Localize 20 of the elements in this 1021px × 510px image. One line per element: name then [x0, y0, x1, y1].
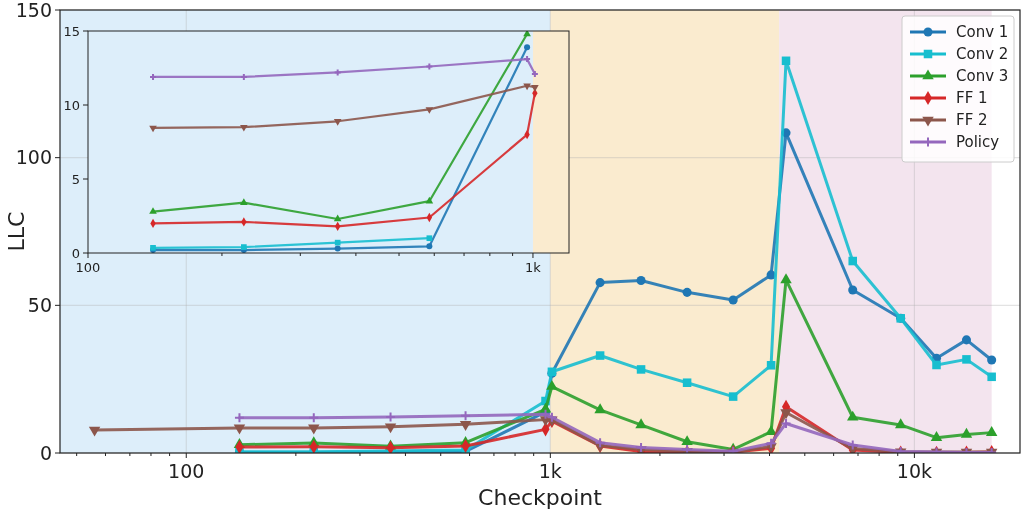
x-tick-label: 10k — [896, 460, 932, 482]
legend-label: Conv 1 — [956, 23, 1009, 42]
legend-label: Conv 3 — [956, 67, 1009, 86]
y-tick-label: 0 — [39, 441, 52, 464]
x-tick-label: 1k — [525, 260, 542, 275]
legend-label: FF 2 — [956, 111, 988, 130]
y-tick-label: 0 — [71, 245, 80, 261]
y-tick-label: 150 — [15, 0, 52, 21]
y-tick-label: 5 — [71, 171, 80, 187]
y-tick-label: 50 — [27, 293, 52, 316]
y-tick-label: 10 — [63, 97, 80, 113]
y-axis-title: LLC — [4, 211, 29, 252]
y-tick-label: 100 — [15, 146, 52, 169]
y-tick-label: 15 — [63, 23, 80, 39]
x-tick-label: 100 — [168, 460, 205, 482]
legend-label: FF 1 — [956, 89, 988, 108]
legend-label: Conv 2 — [956, 45, 1009, 64]
legend-label: Policy — [956, 133, 1000, 152]
x-tick-label: 1k — [538, 460, 562, 482]
x-axis-title: Checkpoint — [478, 485, 603, 510]
